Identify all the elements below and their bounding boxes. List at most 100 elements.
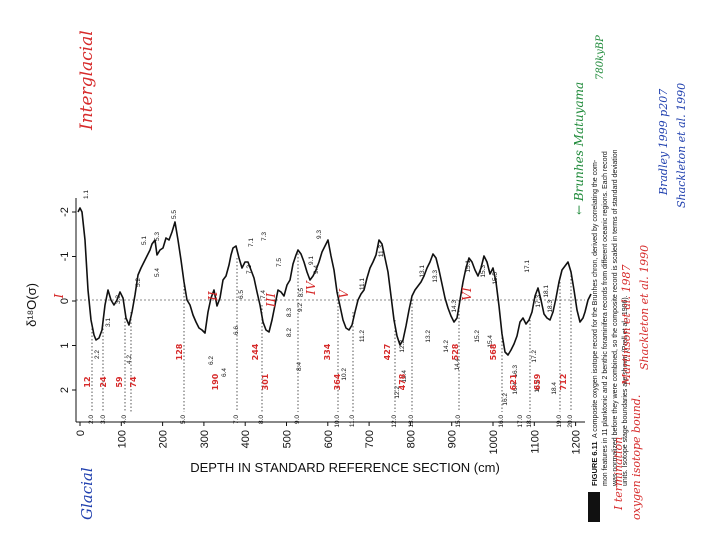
stage-label: 13.3 (432, 270, 439, 283)
age-label: 59 (115, 376, 124, 388)
stage-label: 5.4 (154, 268, 161, 277)
stage-label: 12.0 (391, 415, 398, 428)
stage-label: 16.2 (502, 393, 509, 406)
y-tick-label: -1 (59, 252, 71, 262)
stage-label: 14.4 (454, 358, 461, 371)
stage-label: 5.2 (135, 278, 142, 287)
stage-label: 8.5 (298, 288, 305, 297)
stage-boundaries (91, 250, 572, 412)
x-tick-label: 700 (364, 430, 376, 448)
stage-label: 12.3 (399, 340, 406, 353)
stage-label: 4.0 (121, 415, 128, 424)
stage-label: 18.1 (543, 285, 550, 298)
y-axis-title: δ¹⁸O(σ) (24, 283, 39, 327)
annotation-martinson: Martinson et al. 1987 (620, 265, 633, 386)
x-tick-label: 200 (158, 430, 170, 448)
stage-label: 3.3 (115, 295, 122, 304)
termination-label: I (52, 293, 66, 299)
stage-label: 17.2 (531, 350, 538, 363)
stage-label: 11.0 (349, 415, 356, 428)
stage-label: 16.0 (498, 415, 505, 428)
stage-label: 9.4 (313, 265, 320, 274)
caption-label: FIGURE 6.11 (590, 441, 599, 486)
stage-label: 19.0 (556, 415, 563, 428)
stage-label: 6.5 (238, 290, 245, 299)
stage-label: 9.0 (294, 415, 301, 424)
y-tick-label: 2 (59, 387, 71, 393)
stage-label: 15.0 (455, 415, 462, 428)
stage-label: 11.1 (359, 278, 366, 291)
stage-label: 15.4 (487, 335, 494, 348)
stage-label: 18.2 (534, 380, 541, 393)
age-label: 74 (129, 376, 138, 388)
stage-label: 13.2 (425, 330, 432, 343)
y-ticks: -2 -1 0 1 2 (59, 207, 76, 393)
stage-label: 14.3 (451, 300, 458, 313)
stage-label: 6.2 (208, 356, 215, 365)
stage-label: 18.4 (551, 382, 558, 395)
termination-label: III (264, 293, 278, 308)
stage-label: 13.0 (408, 415, 415, 428)
x-tick-label: 1200 (571, 430, 583, 454)
figure-caption: FIGURE 6.11 A composite oxygen isotope r… (588, 149, 629, 522)
x-axis-title: DEPTH IN STANDARD REFERENCE SECTION (cm) (190, 460, 500, 475)
annotation-bradley: Bradley 1999 p207 (657, 89, 670, 196)
stage-label: 18.3 (547, 300, 554, 313)
termination-label: VI (460, 287, 474, 301)
age-label: 659 (533, 373, 542, 390)
stage-label: 5.3 (154, 232, 161, 241)
stage-label: 8.4 (296, 362, 303, 371)
stage-label: 4.2 (126, 355, 133, 364)
stage-label: 3.1 (105, 318, 112, 327)
annotation-glacial: Glacial (78, 467, 96, 520)
age-label: 621 (509, 373, 518, 390)
stage-label: 6.6 (233, 326, 240, 335)
y-tick-label: 1 (59, 342, 71, 348)
age-label: 364 (333, 373, 342, 390)
termination-label: IV (304, 280, 318, 296)
age-label: 24 (99, 376, 108, 388)
stage-label: 16.3 (512, 365, 519, 378)
x-tick-label: 500 (282, 430, 294, 448)
age-label: 128 (175, 343, 184, 360)
stage-label: 15.3 (480, 265, 487, 278)
stage-label: 8.3 (286, 308, 293, 317)
y-tick-label: -2 (59, 207, 71, 217)
stage-label: 7.5 (276, 258, 283, 267)
stage-label: 15.1 (465, 260, 472, 273)
age-label: 712 (559, 374, 568, 391)
stage-label: 7.3 (261, 232, 268, 241)
annotation-brunhes-age: 780kyBP (595, 35, 606, 80)
stage-label: 15.5 (492, 272, 499, 285)
stage-label: 20.0 (567, 415, 574, 428)
stage-label: 9.3 (316, 230, 323, 239)
stage-label: 10.0 (334, 415, 341, 428)
stage-label: 7.2 (246, 265, 253, 274)
age-label: 478 (398, 373, 407, 390)
age-label: 190 (211, 373, 220, 390)
stage-label: 8.0 (258, 415, 265, 424)
x-tick-label: 1100 (529, 430, 541, 454)
stage-label: 7.0 (233, 415, 240, 424)
stage-label: 9.1 (308, 256, 315, 265)
stage-label: 5.5 (171, 210, 178, 219)
stage-label: 17.3 (535, 295, 542, 308)
caption-line-3: was normalized before they were combined… (612, 149, 619, 487)
stage-label: 12.4 (401, 370, 408, 383)
y-tick-label: 0 (59, 298, 71, 304)
stage-labels: 1.1 2.0 2.2 3.0 3.1 3.3 4.0 4.2 5.0 5.1 5.2 5.3 5.4 5… (83, 190, 574, 428)
x-tick-label: 1000 (488, 430, 500, 454)
age-label: 427 (383, 344, 392, 361)
annotation-interglacial: Interglacial (77, 30, 97, 131)
termination-label: V (337, 288, 351, 298)
age-label: 568 (489, 343, 498, 360)
annotation-shackleton2: Shackleton et al. 1990 (675, 83, 688, 208)
stage-label: 8.2 (286, 328, 293, 337)
stage-label: 6.4 (221, 368, 228, 377)
annotation-oxygen: oxygen isotope bound. (630, 395, 643, 520)
annotation-brunhes: ← Brunhes Matuyama (572, 82, 586, 215)
age-label: 334 (323, 343, 332, 360)
caption-marker (588, 492, 600, 522)
